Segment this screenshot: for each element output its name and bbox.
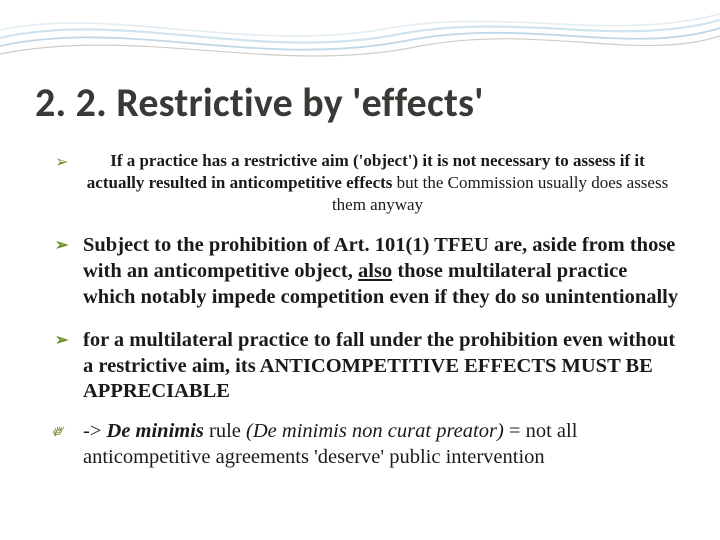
bullet-4-rule: rule (204, 420, 246, 442)
slide-title: 2. 2. Restrictive by 'effects' (35, 78, 484, 127)
bullet-4: ༗ -> De minimis rule (De minimis non cur… (55, 419, 682, 470)
bullet-2: ➢ Subject to the prohibition of Art. 101… (55, 233, 682, 310)
bullet-4-paren: (De minimis non curat preator) (246, 420, 504, 442)
slide-body: ➢ If a practice has a restrictive aim ('… (55, 150, 682, 488)
bullet-4-deminimis: De minimis (107, 420, 204, 442)
bullet-arrow-icon: ➢ (55, 153, 68, 173)
bullet-1: ➢ If a practice has a restrictive aim ('… (55, 150, 682, 215)
bullet-2-a: Subject to the prohibition of Art. 101(1… (83, 234, 522, 256)
top-wave-decoration (0, 0, 720, 70)
slide: 2. 2. Restrictive by 'effects' ➢ If a pr… (0, 0, 720, 540)
bullet-4-arrow: -> (83, 420, 107, 442)
bullet-2-also: also (358, 260, 392, 282)
bullet-3-text: for a multilateral practice to fall unde… (83, 329, 675, 402)
bullet-3: ➢ for a multilateral practice to fall un… (55, 328, 682, 405)
curly-bullet-icon: ༗ (53, 421, 65, 442)
bullet-arrow-icon: ➢ (55, 331, 68, 351)
bullet-arrow-icon: ➢ (55, 236, 68, 256)
